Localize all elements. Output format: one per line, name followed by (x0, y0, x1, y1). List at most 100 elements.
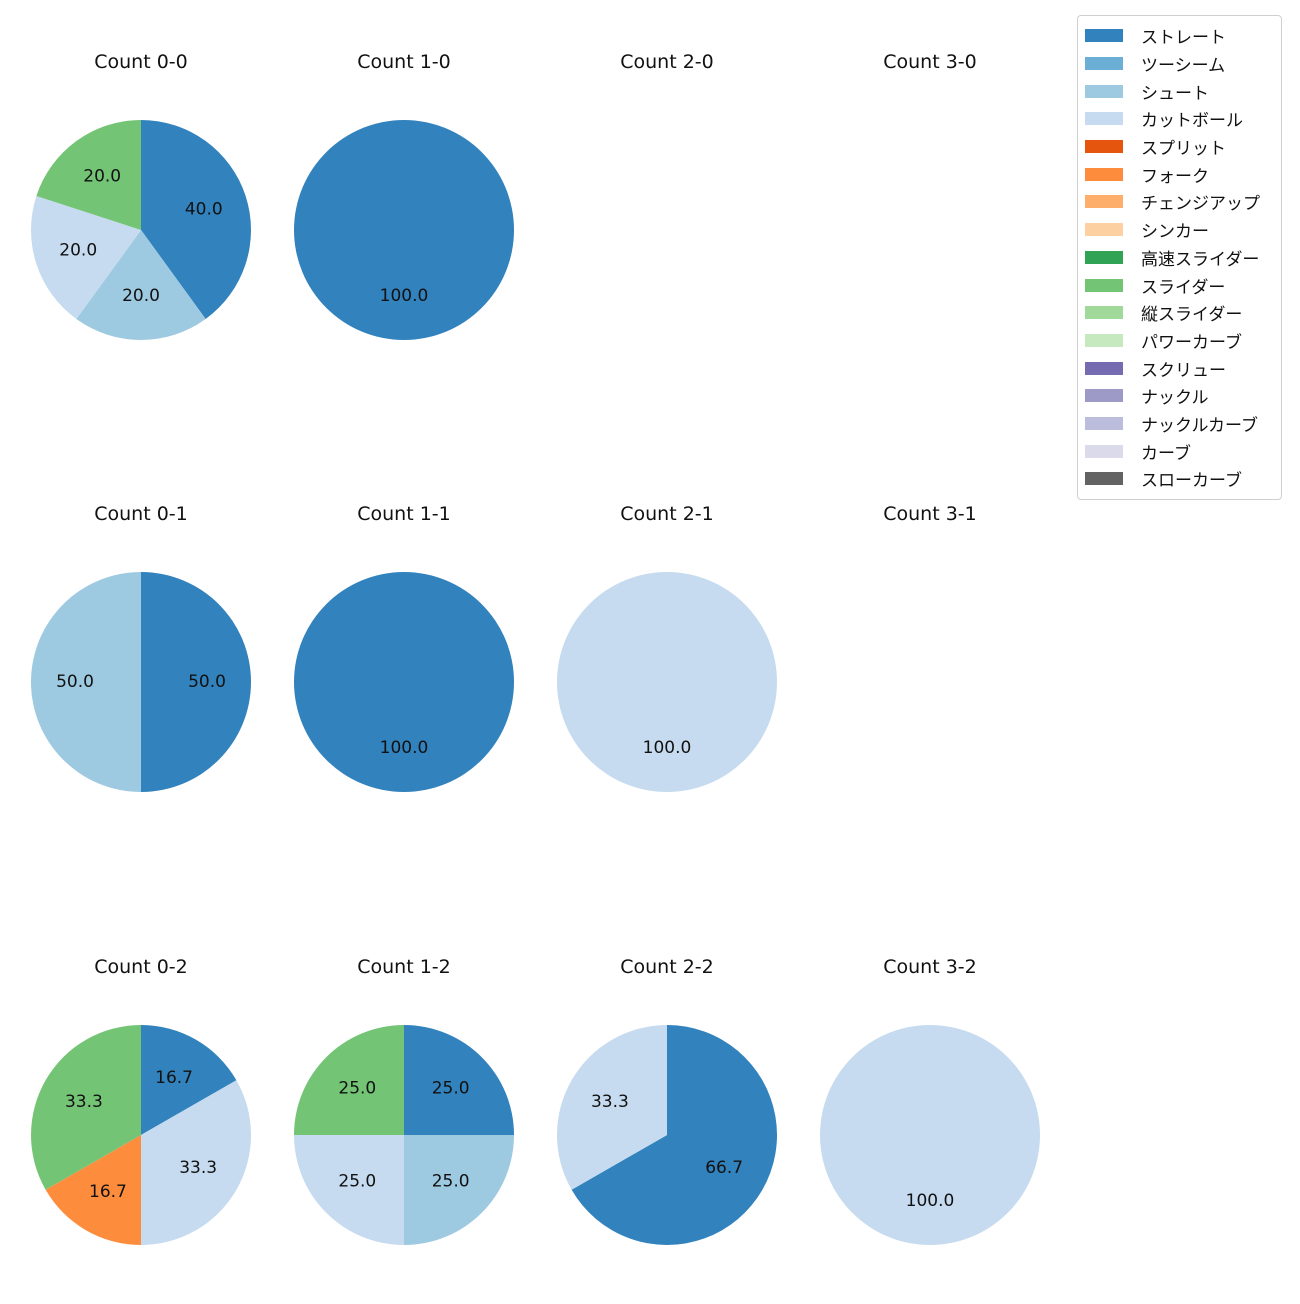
pie-slice-label: 66.7 (705, 1158, 743, 1178)
pie-slice (141, 1080, 251, 1245)
pie-slice-label: 100.0 (380, 738, 429, 758)
legend-label: シュート (1141, 83, 1209, 104)
pie-panel: Count 0-2 16.7 33.3 16.7 33.3 (30, 956, 251, 1245)
pie-panel: Count 2-2 66.7 33.3 (556, 956, 777, 1245)
pie-title: Count 2-0 (620, 51, 714, 73)
pie-panel: Count 3-1 (883, 503, 977, 525)
pie-slice-label: 100.0 (643, 738, 692, 758)
pie-slice (30, 1025, 141, 1190)
pie-slice (45, 1135, 141, 1245)
pie-title: Count 1-0 (357, 51, 451, 73)
legend-swatch (1085, 29, 1123, 43)
legend-item: シュート (1078, 77, 1281, 105)
pie-panel: Count 0-0 40.0 20.0 20.0 20.0 (31, 51, 252, 340)
pie-slice (141, 572, 251, 792)
pie-slice (294, 120, 514, 340)
legend-item: パワーカーブ (1078, 327, 1281, 355)
pie-slice-label: 16.7 (155, 1068, 193, 1088)
legend-swatch (1085, 333, 1123, 347)
legend-swatch (1085, 167, 1123, 181)
legend-item: カットボール (1078, 105, 1281, 133)
legend: ストレート ツーシーム シュート カットボール スプリット フォーク チェンジアップ シンカー… (1077, 15, 1282, 500)
legend-swatch (1085, 195, 1123, 209)
legend-item: カーブ (1078, 437, 1281, 465)
pie-slice-label: 20.0 (59, 240, 97, 260)
pie-title: Count 3-2 (883, 956, 977, 978)
legend-swatch (1085, 140, 1123, 154)
pie-slice-label: 25.0 (432, 1172, 470, 1192)
legend-swatch (1085, 112, 1123, 126)
pie-slice (404, 1135, 514, 1245)
pie-slice-label: 25.0 (338, 1172, 376, 1192)
pie-panel: Count 1-0 100.0 (294, 51, 514, 340)
legend-label: スライダー (1141, 277, 1226, 298)
legend-label: カットボール (1141, 111, 1243, 132)
legend-item: チェンジアップ (1078, 188, 1281, 216)
pie-slice-label: 50.0 (188, 672, 226, 692)
pie-slice-label: 100.0 (906, 1191, 955, 1211)
pie-title: Count 0-0 (94, 51, 188, 73)
pie-slice (294, 572, 514, 792)
pie-panel: Count 2-0 (620, 51, 714, 73)
pie-slice (31, 196, 141, 319)
pie-slice-label: 25.0 (338, 1078, 376, 1098)
legend-item: 高速スライダー (1078, 244, 1281, 272)
legend-label: ナックル (1141, 388, 1209, 409)
pie-title: Count 1-1 (357, 503, 451, 525)
legend-swatch (1085, 57, 1123, 71)
pie-slice (294, 1135, 404, 1245)
pie-slice (36, 120, 141, 230)
pie-title: Count 0-2 (94, 956, 188, 978)
legend-label: パワーカーブ (1141, 332, 1242, 353)
legend-item: ナックル (1078, 382, 1281, 410)
legend-swatch (1085, 278, 1123, 292)
pie-title: Count 3-0 (883, 51, 977, 73)
pie-panel: Count 0-1 50.0 50.0 (31, 503, 251, 792)
legend-label: ストレート (1141, 28, 1226, 49)
legend-label: スプリット (1141, 139, 1226, 160)
legend-label: チェンジアップ (1141, 194, 1260, 215)
pie-slice (820, 1025, 1040, 1245)
pie-slice (294, 1025, 404, 1135)
legend-swatch (1085, 223, 1123, 237)
pie-slice (404, 1025, 514, 1135)
legend-label: ツーシーム (1141, 56, 1226, 77)
pie-slice-label: 100.0 (380, 286, 429, 306)
pie-slice (557, 572, 777, 792)
legend-item: スプリット (1078, 133, 1281, 161)
legend-item: スライダー (1078, 271, 1281, 299)
legend-swatch (1085, 84, 1123, 98)
legend-label: スクリュー (1141, 360, 1226, 381)
legend-swatch (1085, 250, 1123, 264)
pie-title: Count 1-2 (357, 956, 451, 978)
legend-swatch (1085, 472, 1123, 486)
pie-slice (31, 572, 141, 792)
pie-slice-label: 20.0 (122, 286, 160, 306)
pie-slice-label: 33.3 (591, 1092, 629, 1112)
legend-item: フォーク (1078, 160, 1281, 188)
pie-title: Count 2-2 (620, 956, 714, 978)
legend-label: カーブ (1141, 443, 1191, 464)
pie-slice (141, 1025, 237, 1135)
legend-item: ツーシーム (1078, 50, 1281, 78)
pie-panel: Count 3-0 (883, 51, 977, 73)
pie-slice-label: 40.0 (185, 200, 223, 220)
pie-slice-label: 16.7 (89, 1182, 127, 1202)
legend-label: 高速スライダー (1141, 249, 1260, 270)
pie-panel: Count 3-2 100.0 (820, 956, 1040, 1245)
pie-slice-label: 20.0 (83, 167, 121, 187)
pie-title: Count 3-1 (883, 503, 977, 525)
pie-slice (556, 1025, 667, 1190)
pie-slice-label: 25.0 (432, 1078, 470, 1098)
legend-label: フォーク (1141, 166, 1209, 187)
legend-item: 縦スライダー (1078, 299, 1281, 327)
legend-item: ストレート (1078, 22, 1281, 50)
legend-swatch (1085, 361, 1123, 375)
pie-slice-label: 33.3 (65, 1092, 103, 1112)
pie-title: Count 2-1 (620, 503, 714, 525)
legend-item: スクリュー (1078, 354, 1281, 382)
pie-slice (571, 1025, 777, 1245)
pie-panel: Count 1-1 100.0 (294, 503, 514, 792)
